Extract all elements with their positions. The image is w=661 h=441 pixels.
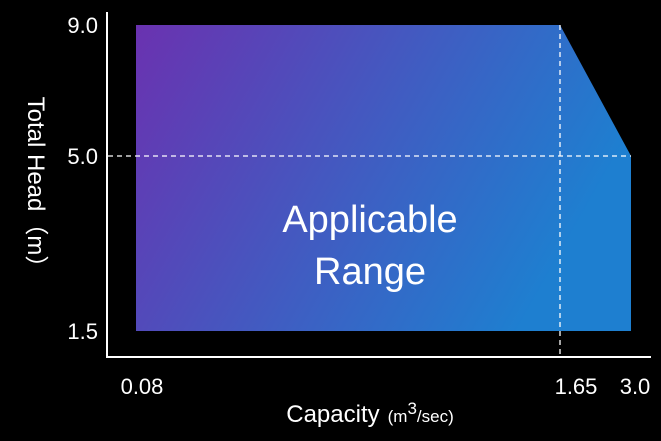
x-tick-label: 1.65 [555,374,598,399]
x-axis-unit-prefix: (m [388,407,408,426]
region-label-line-1: Applicable [282,199,457,241]
applicable-range-region [136,25,631,331]
x-axis-title: Capacity (m3/sec) [286,399,454,428]
x-axis-unit-sup: 3 [407,399,416,418]
x-tick-label: 3.0 [620,374,651,399]
x-tick-label: 0.08 [121,374,164,399]
y-axis-title: Total Head（m） [22,97,49,280]
y-tick-label: 5.0 [67,144,98,169]
y-tick-label: 1.5 [67,319,98,344]
region-label-line-2: Range [314,251,426,293]
x-axis-title-main: Capacity [286,401,379,428]
y-tick-label: 9.0 [67,13,98,38]
x-axis-unit-suffix: /sec) [417,407,454,426]
